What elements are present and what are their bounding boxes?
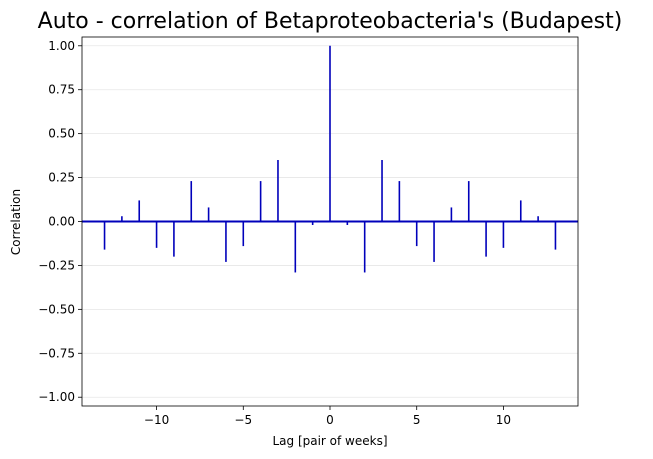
- y-tick-label: −0.75: [38, 346, 75, 360]
- x-tick-label: 5: [413, 413, 421, 427]
- x-tick-label: 10: [496, 413, 511, 427]
- y-tick-label: −0.50: [38, 302, 75, 316]
- y-tick-label: 0.50: [48, 127, 75, 141]
- y-axis-ticks: −1.00 −0.75 −0.50 −0.25 0.00 0.25 0.50 0.75 1.00: [38, 39, 82, 404]
- y-tick-label: 0.00: [48, 215, 75, 229]
- x-axis-label: Lag [pair of weeks]: [272, 434, 387, 448]
- y-tick-label: −1.00: [38, 390, 75, 404]
- y-tick-label: 0.75: [48, 83, 75, 97]
- y-tick-label: 1.00: [48, 39, 75, 53]
- chart-title: Auto - correlation of Betaproteobacteria…: [38, 9, 623, 34]
- y-tick-label: −0.25: [38, 258, 75, 272]
- x-tick-label: −10: [144, 413, 169, 427]
- x-axis-ticks: −10 −5 0 5 10: [144, 406, 511, 427]
- x-tick-label: −5: [234, 413, 252, 427]
- y-axis-label: Correlation: [9, 189, 23, 255]
- x-tick-label: 0: [326, 413, 334, 427]
- y-tick-label: 0.25: [48, 171, 75, 185]
- stem-series: [103, 45, 557, 273]
